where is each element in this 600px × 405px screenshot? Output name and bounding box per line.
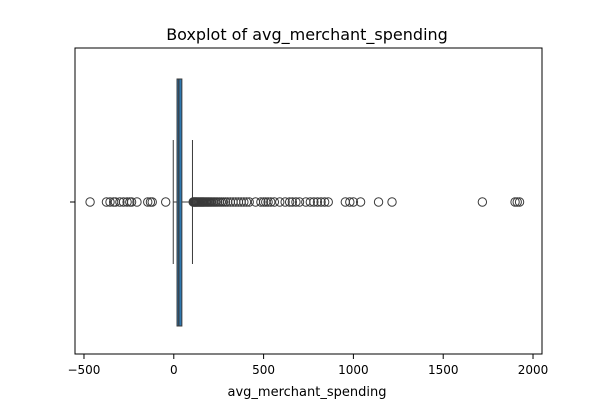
outlier-point [323,197,333,207]
outlier-point [269,197,280,207]
outlier-point [132,197,142,207]
x-axis-ticks: −500 0 500 1000 1500 2000 [67,354,548,377]
outlier-point [345,197,355,207]
outlier-point [510,197,520,207]
outlier-point [266,197,276,207]
outlier-point [143,197,153,207]
outlier-point [126,197,137,207]
outlier-point [101,197,112,207]
outlier-point [239,197,249,207]
outlier-point [305,197,315,207]
outlier-point [512,197,522,207]
outlier-point [284,197,295,207]
outlier-point [122,197,132,207]
outlier-point [147,197,157,207]
box-layer [172,78,193,327]
outlier-point [348,197,359,207]
outlier-point [244,197,254,207]
x-tick-label: 2000 [518,363,549,377]
outlier-point [218,197,229,207]
outlier-point [241,197,252,207]
x-tick-label: 1000 [338,363,369,377]
outlier-point [387,197,397,207]
outlier-point [263,197,273,207]
chart-title: Boxplot of avg_merchant_spending [166,25,448,45]
outlier-point [312,197,323,207]
outlier-point [355,197,366,207]
outlier-point [291,197,301,207]
outlier-point [319,197,330,207]
outlier-point [316,197,326,207]
x-tick-label: 0 [170,363,178,377]
outlier-point [280,197,290,207]
plot-area-frame [74,47,543,355]
outlier-point [275,197,285,207]
outlier-point [161,197,171,207]
x-axis-label: avg_merchant_spending [228,385,387,400]
x-tick-label: −500 [67,363,100,377]
outlier-layer [85,197,525,207]
outlier-point [115,197,125,207]
outlier-point [258,197,269,207]
iqr-box [176,78,183,327]
outlier-point [294,197,305,207]
x-tick-label: 500 [252,363,275,377]
outlier-point [220,197,231,207]
x-tick-label: 1500 [428,363,459,377]
outlier-point [477,197,488,207]
outlier-point [309,197,319,207]
outlier-point [514,197,525,207]
outlier-point [373,197,384,207]
outlier-point [105,197,115,207]
outlier-point [256,197,266,207]
outlier-point [287,197,298,207]
outlier-point [85,197,95,207]
